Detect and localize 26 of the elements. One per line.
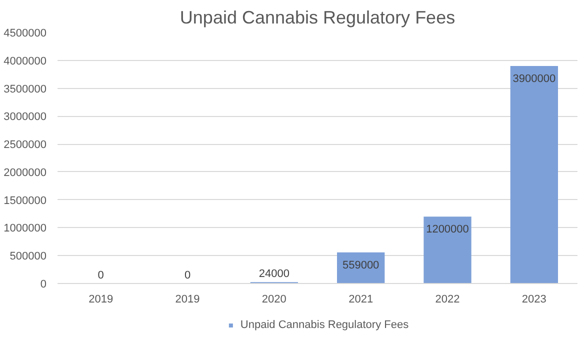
y-tick-label: 3500000 [4,83,47,96]
data-label: 0 [98,270,104,282]
bar [510,66,558,284]
y-tick-label: 2000000 [4,166,47,179]
data-label: 24000 [258,268,290,280]
chart-title: Unpaid Cannabis Regulatory Fees [180,8,456,28]
x-tick-label: 2021 [348,294,374,306]
data-label: 0 [184,270,191,282]
y-tick-label: 3000000 [4,111,47,124]
bar [424,216,472,284]
x-tick-label: 2023 [522,294,546,306]
data-label: 3900000 [512,72,556,85]
x-tick-label: 2022 [435,294,460,306]
x-tick-label: 2019 [175,294,200,306]
y-tick-label: 4000000 [4,55,47,68]
x-tick-label: 2019 [88,294,114,306]
legend-label: Unpaid Cannabis Regulatory Fees [240,319,409,331]
y-tick-label: 4500000 [4,28,47,40]
y-tick-label: 2500000 [4,139,47,152]
y-tick-label: 500000 [10,250,47,263]
data-label: 1200000 [426,224,469,236]
data-label: 559000 [342,259,380,272]
y-tick-label: 0 [40,278,47,290]
x-tick-label: 2020 [262,294,286,306]
y-tick-label: 1500000 [4,194,47,207]
y-tick-label: 1000000 [4,222,47,235]
